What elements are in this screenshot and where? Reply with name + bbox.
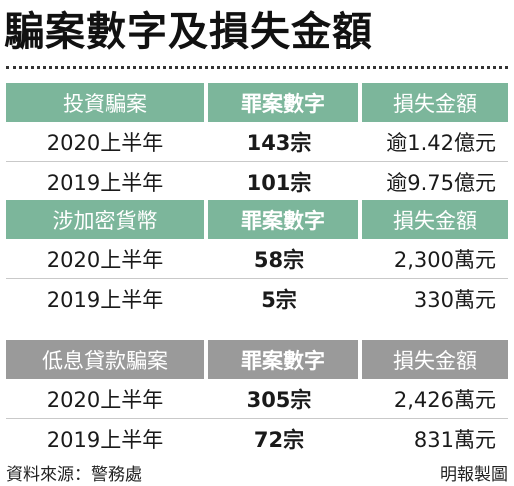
table-row: 2020上半年 305宗 2,426萬元 xyxy=(6,379,508,419)
page-title: 騙案數字及損失金額 xyxy=(4,8,373,55)
section-crypto: 涉加密貨幣 罪案數字 損失金額 2020上半年 58宗 2,300萬元 2019… xyxy=(6,200,508,318)
period-cell: 2020上半年 xyxy=(46,130,164,155)
loss-cell: 逾1.42億元 xyxy=(386,130,496,155)
period-cell: 2019上半年 xyxy=(46,287,164,312)
source-note: 資料來源：警務處 xyxy=(6,464,142,485)
loss-header: 損失金額 xyxy=(362,200,508,239)
category-label: 投資騙案 xyxy=(6,83,204,122)
loss-cell: 2,300萬元 xyxy=(393,247,496,272)
loss-header: 損失金額 xyxy=(362,83,508,122)
cases-cell: 72宗 xyxy=(253,427,305,452)
loss-cell: 330萬元 xyxy=(413,287,496,312)
loss-cell: 831萬元 xyxy=(413,427,496,452)
period-cell: 2020上半年 xyxy=(46,387,164,412)
footer: 資料來源：警務處 明報製圖 xyxy=(6,460,508,485)
dotted-divider xyxy=(6,66,508,69)
cases-cell: 58宗 xyxy=(253,247,305,272)
category-label: 涉加密貨幣 xyxy=(6,200,204,239)
table-row: 2020上半年 58宗 2,300萬元 xyxy=(6,239,508,279)
cases-header: 罪案數字 xyxy=(208,200,358,239)
section-investment-fraud: 投資騙案 罪案數字 損失金額 2020上半年 143宗 逾1.42億元 2019… xyxy=(6,83,508,201)
period-cell: 2019上半年 xyxy=(46,170,164,195)
category-label: 低息貸款騙案 xyxy=(6,340,204,379)
loss-header: 損失金額 xyxy=(362,340,508,379)
cases-cell: 305宗 xyxy=(246,387,312,412)
section-loan-fraud: 低息貸款騙案 罪案數字 損失金額 2020上半年 305宗 2,426萬元 20… xyxy=(6,340,508,458)
cases-cell: 143宗 xyxy=(246,130,312,155)
cases-header: 罪案數字 xyxy=(208,83,358,122)
loss-cell: 2,426萬元 xyxy=(393,387,496,412)
section-header: 涉加密貨幣 罪案數字 損失金額 xyxy=(6,200,508,239)
period-cell: 2020上半年 xyxy=(46,247,164,272)
table-row: 2019上半年 101宗 逾9.75億元 xyxy=(6,162,508,201)
table-row: 2019上半年 72宗 831萬元 xyxy=(6,419,508,458)
cases-cell: 5宗 xyxy=(261,287,297,312)
table-row: 2020上半年 143宗 逾1.42億元 xyxy=(6,122,508,162)
cases-header: 罪案數字 xyxy=(208,340,358,379)
credit-note: 明報製圖 xyxy=(440,464,508,485)
section-header: 投資騙案 罪案數字 損失金額 xyxy=(6,83,508,122)
cases-cell: 101宗 xyxy=(246,170,312,195)
period-cell: 2019上半年 xyxy=(46,427,164,452)
section-header: 低息貸款騙案 罪案數字 損失金額 xyxy=(6,340,508,379)
table-row: 2019上半年 5宗 330萬元 xyxy=(6,279,508,318)
loss-cell: 逾9.75億元 xyxy=(386,170,496,195)
